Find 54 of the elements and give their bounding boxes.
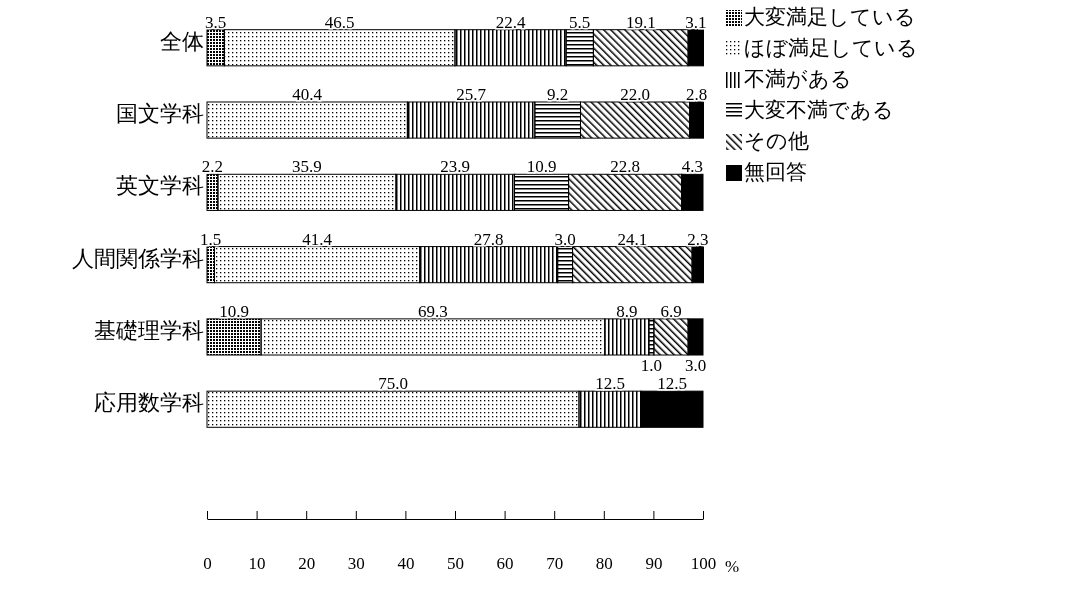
data-label: 40.4 xyxy=(292,84,323,104)
data-label: 25.7 xyxy=(456,84,487,104)
x-tick-label: 70 xyxy=(546,554,564,574)
legend-label: その他 xyxy=(744,128,809,153)
data-label: 8.9 xyxy=(616,301,638,321)
data-label: 12.5 xyxy=(657,374,687,394)
data-label: 1.0 xyxy=(640,356,663,376)
data-label: 2.3 xyxy=(687,229,709,249)
x-tick-label: 60 xyxy=(496,554,514,574)
data-label: 22.0 xyxy=(620,84,650,104)
y-tick-label: 全体 xyxy=(160,28,204,54)
legend-label: ほぼ満足している xyxy=(744,35,918,60)
data-label: 23.9 xyxy=(440,157,471,177)
x-tick-label: 0 xyxy=(203,554,212,574)
data-label: 3.0 xyxy=(684,356,707,376)
legend-label: 大変不満である xyxy=(744,97,894,122)
x-tick-label: 20 xyxy=(298,554,316,574)
x-tick-label: 10 xyxy=(248,554,266,574)
y-tick-label: 応用数学科 xyxy=(94,390,204,416)
data-label: 27.8 xyxy=(473,229,504,249)
data-label: 6.9 xyxy=(660,301,682,321)
data-label: 46.5 xyxy=(324,12,355,32)
y-tick-label: 英文学科 xyxy=(116,173,204,199)
data-label: 9.2 xyxy=(547,84,569,104)
data-label: 10.9 xyxy=(219,301,249,321)
y-tick-label: 国文学科 xyxy=(116,101,204,127)
data-label: 69.3 xyxy=(418,301,448,321)
legend-label: 無回答 xyxy=(744,159,807,184)
data-label: 22.4 xyxy=(495,12,526,32)
data-label: 2.2 xyxy=(201,157,224,177)
data-label: 2.8 xyxy=(685,84,708,104)
x-tick-label: 30 xyxy=(347,554,365,574)
data-label: 3.1 xyxy=(685,12,707,32)
data-label: 41.4 xyxy=(302,229,333,249)
data-label: 12.5 xyxy=(595,374,625,394)
x-tick-label: 90 xyxy=(645,554,663,574)
x-tick-label: 40 xyxy=(397,554,415,574)
data-label: 3.5 xyxy=(205,12,227,32)
data-label: 4.3 xyxy=(681,157,703,177)
legend-label: 大変満足している xyxy=(744,4,916,29)
y-tick-label: 基礎理学科 xyxy=(94,317,204,343)
data-label: 10.9 xyxy=(526,157,557,177)
data-label: 22.8 xyxy=(610,157,640,177)
data-label: 3.0 xyxy=(554,229,576,249)
x-tick-label: 80 xyxy=(595,554,613,574)
data-label: 5.5 xyxy=(569,12,591,32)
x-axis-title: % xyxy=(725,557,740,576)
data-label: 19.1 xyxy=(625,12,656,32)
x-tick-label: 100 xyxy=(690,554,717,574)
legend-label: 不満がある xyxy=(744,66,852,91)
data-label: 24.1 xyxy=(617,229,648,249)
data-label: 75.0 xyxy=(378,374,408,394)
data-label: 35.9 xyxy=(292,157,322,177)
x-tick-label: 50 xyxy=(447,554,464,574)
